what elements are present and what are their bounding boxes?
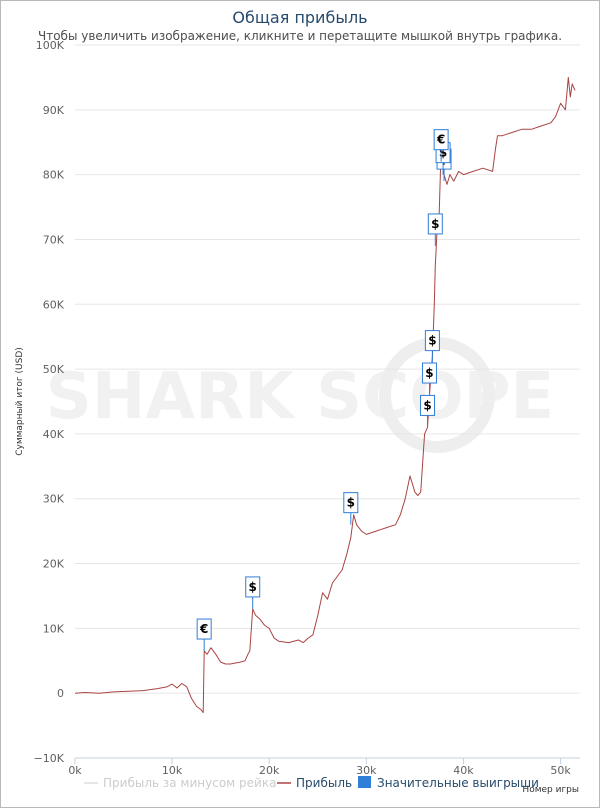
win-marker: € [433, 129, 449, 162]
y-tick-label: 100K [36, 39, 65, 52]
y-tick-label: 90K [43, 104, 65, 117]
x-tick-label: 20k [259, 764, 280, 777]
win-marker: $ [245, 576, 261, 609]
win-marker-symbol: $ [425, 366, 433, 380]
win-marker-box [196, 618, 212, 640]
win-marker-symbol: $ [431, 217, 439, 231]
x-tick-label: 0k [68, 764, 82, 777]
win-marker: $ [421, 362, 437, 396]
y-axis-title: Суммарный итог (USD) [15, 347, 25, 456]
win-marker-box [427, 213, 443, 235]
win-marker-box [420, 394, 436, 416]
win-marker-symbol: $ [428, 334, 436, 348]
win-marker-box [421, 362, 437, 384]
win-marker-box [424, 330, 440, 352]
win-marker: $ [424, 330, 440, 363]
y-tick-label: 20K [43, 558, 65, 571]
series-lines [74, 76, 576, 714]
y-tick-label: 40K [43, 428, 65, 441]
win-marker-symbol: € [199, 622, 208, 636]
win-marker-symbol: $ [439, 146, 447, 160]
win-marker-symbol: € [436, 133, 445, 147]
y-tick-label: 60K [43, 298, 65, 311]
x-tick-label: 30k [356, 764, 377, 777]
watermark-text: SHARK SCOPE [46, 360, 554, 434]
win-marker-symbol: $ [249, 580, 257, 594]
y-tick-label: 50K [43, 363, 65, 376]
x-tick-label: 40k [453, 764, 474, 777]
win-marker-box [343, 492, 359, 514]
win-marker-box [433, 129, 449, 151]
win-marker: $ [427, 213, 443, 246]
x-axis-ticks: 0k 10k 20k 30k 40k 50k [68, 757, 580, 777]
win-marker-symbol: $ [347, 496, 355, 510]
chart-subtitle: Чтобы увеличить изображение, кликните и … [37, 29, 563, 43]
watermark-logo: SHARK SCOPE [46, 337, 554, 453]
y-tick-label: 70K [43, 233, 65, 246]
legend-item-profit: Прибыль [296, 776, 352, 790]
y-tick-label: 80K [43, 169, 65, 182]
x-tick-label: 50k [550, 764, 571, 777]
y-tick-label: 0 [57, 687, 64, 700]
win-marker: $ [420, 394, 436, 428]
win-marker: € [196, 618, 212, 652]
profit-line [74, 76, 576, 714]
x-axis-title: Номер игры [522, 785, 579, 795]
x-tick-label: 10k [162, 764, 183, 777]
y-tick-label: 10K [43, 622, 65, 635]
chart-title: Общая прибыль [232, 8, 368, 27]
legend-symbol-wins [358, 776, 371, 788]
y-tick-label: 30K [43, 493, 65, 506]
y-axis-ticks: −10K 0 10K 20K 30K 40K 50K 60K 70K 80K 90K 100K [34, 39, 65, 765]
win-marker-symbol: $ [423, 398, 431, 412]
legend-item-wins: Значительные выигрыши [377, 776, 539, 790]
legend: Прибыль за минусом рейка Прибыль Значитель… [84, 776, 539, 790]
win-markers: €$$$$$$$$€ [196, 129, 452, 652]
legend-item-net-profit: Прибыль за минусом рейка [103, 776, 276, 790]
win-marker-box [245, 576, 261, 598]
gridlines [75, 44, 580, 759]
y-tick-label: −10K [34, 752, 65, 765]
win-marker: $ [343, 492, 359, 525]
